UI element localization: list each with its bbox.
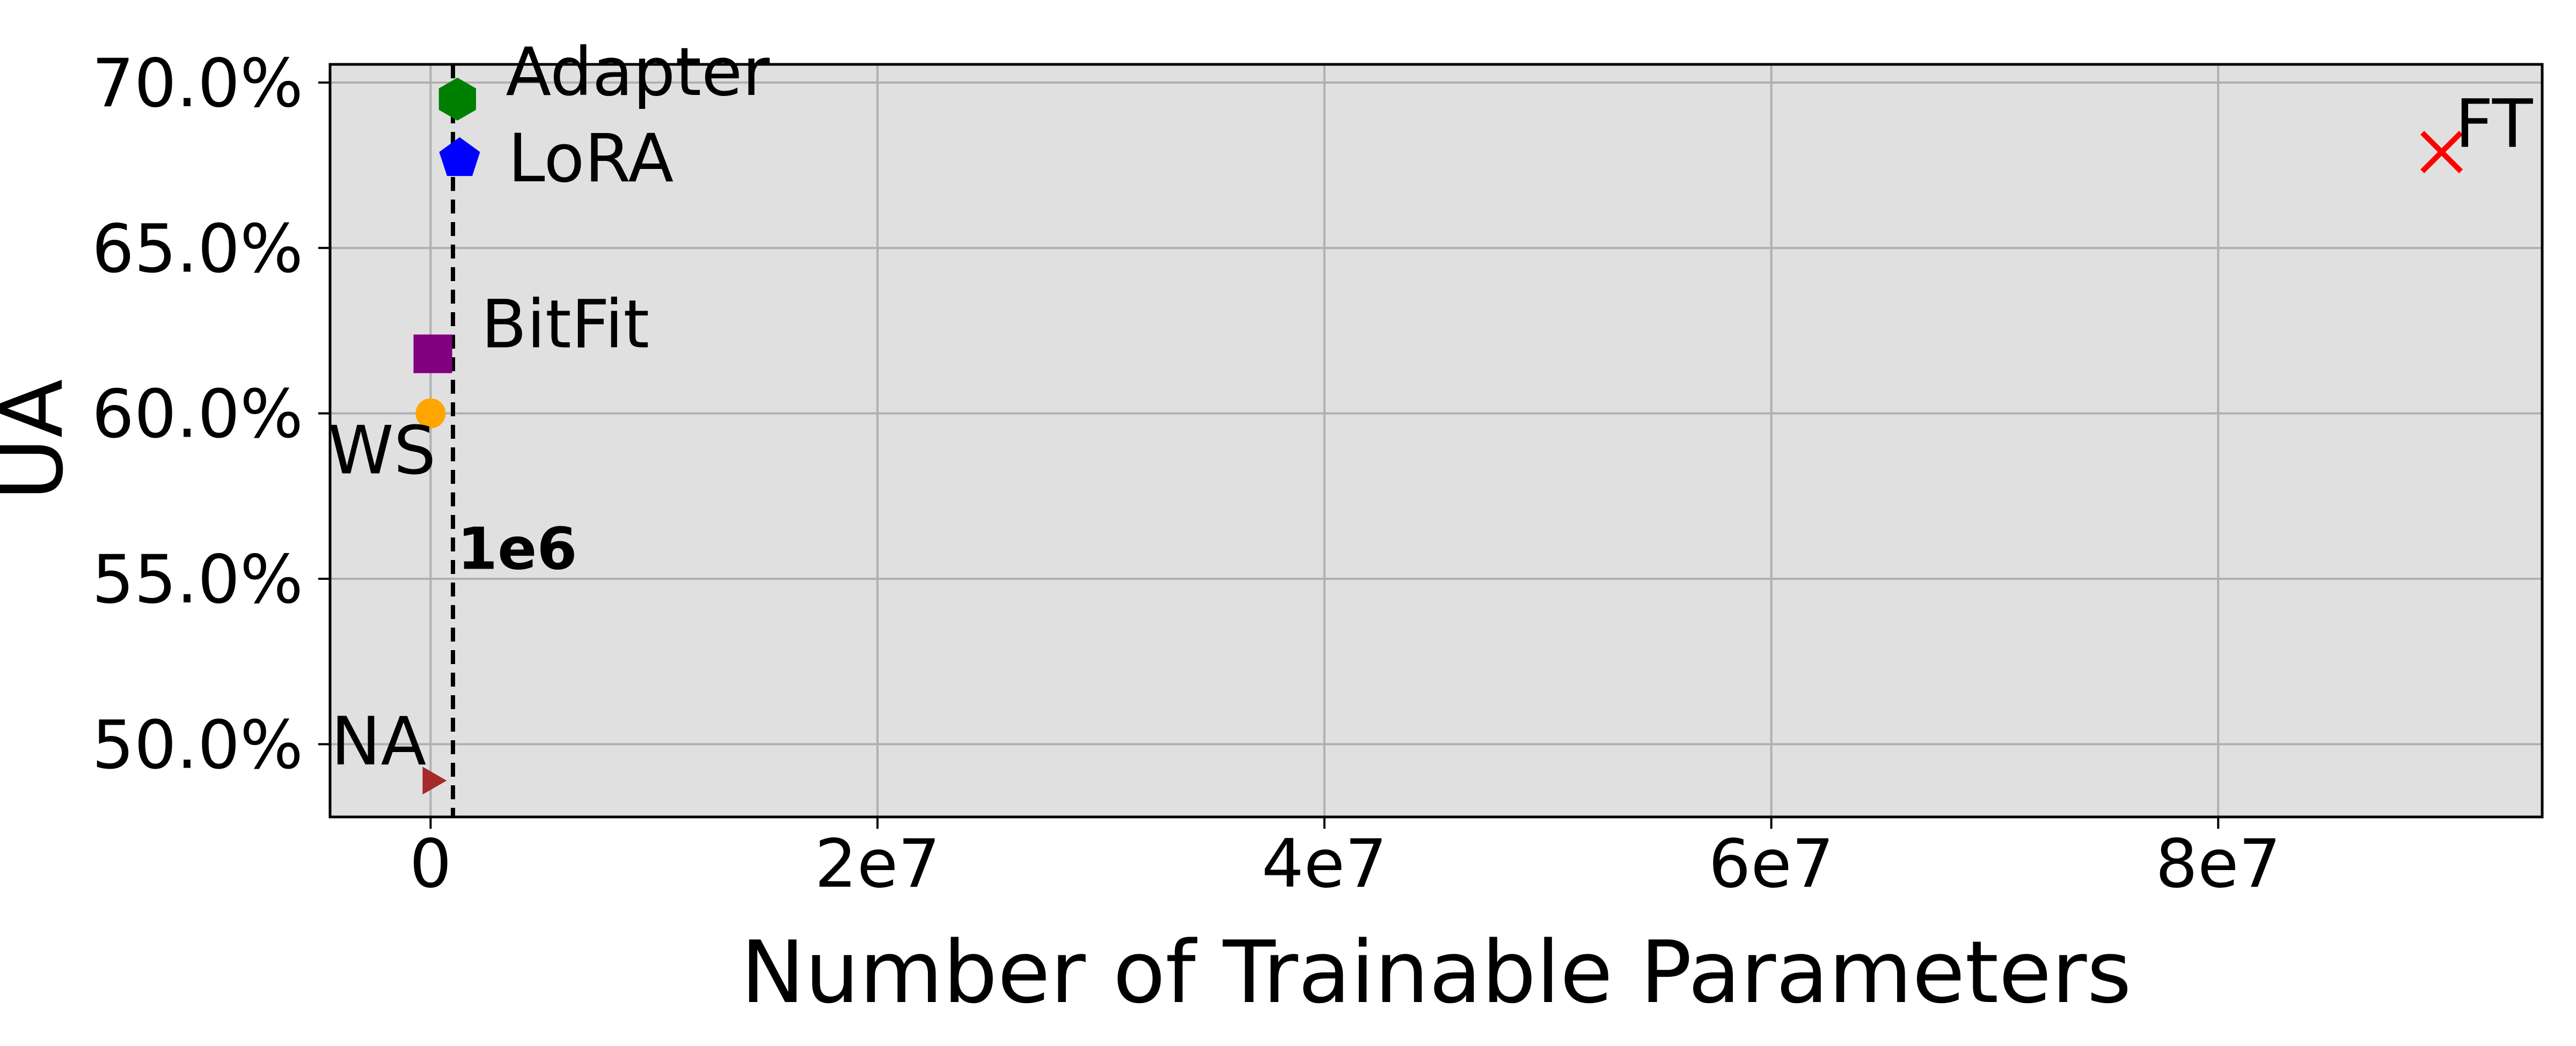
y-tick-label: 70.0%	[92, 45, 303, 122]
point-label-na: NA	[331, 703, 427, 780]
x-tick-label: 6e7	[1709, 826, 1834, 903]
plot-area	[330, 64, 2542, 817]
y-tick-label: 55.0%	[92, 541, 303, 618]
data-points: Adapter LoRA FT BitFit WS NA	[328, 34, 2534, 795]
data-point-lora	[439, 137, 480, 176]
y-axis-label: UA	[0, 379, 82, 501]
point-label-bitfit: BitFit	[481, 286, 650, 364]
point-label-ft: FT	[2455, 85, 2534, 163]
reference-line-label: 1e6	[457, 515, 577, 583]
x-axis-ticks: 0 2e7 4e7 6e7 8e7	[409, 817, 2281, 903]
point-label-adapter: Adapter	[506, 34, 770, 111]
x-tick-label: 2e7	[815, 826, 940, 903]
data-point-na	[422, 767, 447, 795]
data-point-bitfit	[413, 334, 452, 373]
x-axis-label: Number of Trainable Parameters	[741, 922, 2132, 1022]
y-tick-label: 65.0%	[92, 210, 303, 288]
point-label-ws: WS	[328, 412, 436, 490]
x-tick-label: 0	[409, 826, 452, 903]
y-axis-ticks: 50.0% 55.0% 60.0% 65.0% 70.0%	[92, 45, 330, 784]
reference-line-group: 1e6	[451, 64, 577, 817]
point-label-lora: LoRA	[508, 120, 674, 197]
y-tick-label: 50.0%	[92, 706, 303, 784]
data-point-ft	[2420, 130, 2463, 173]
grid-lines	[330, 64, 2542, 817]
data-point-ws	[415, 398, 446, 429]
x-tick-label: 8e7	[2155, 826, 2281, 903]
data-point-adapter	[438, 77, 476, 121]
plot-frame	[328, 63, 2544, 819]
x-tick-label: 4e7	[1262, 826, 1387, 903]
y-tick-label: 60.0%	[92, 376, 303, 453]
